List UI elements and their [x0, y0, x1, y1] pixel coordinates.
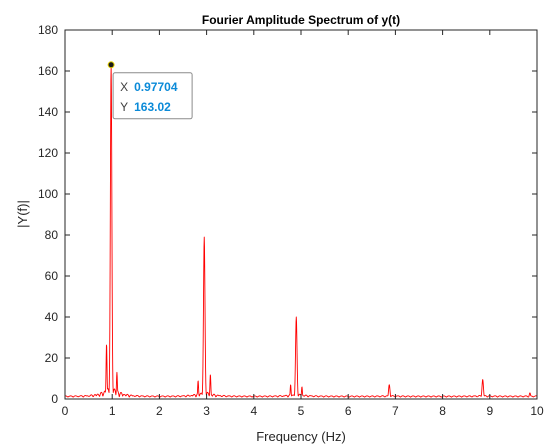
chart-title: Fourier Amplitude Spectrum of y(t): [202, 13, 400, 27]
y-tick-label: 120: [38, 146, 58, 160]
x-tick-label: 6: [345, 404, 352, 418]
x-tick-label: 2: [156, 404, 163, 418]
datatip-marker[interactable]: [107, 61, 115, 69]
y-tick-label: 80: [45, 228, 59, 242]
x-tick-label: 4: [250, 404, 257, 418]
x-tick-label: 7: [392, 404, 399, 418]
y-tick-label: 140: [38, 105, 58, 119]
y-tick-label: 40: [45, 310, 59, 324]
y-tick-label: 0: [51, 392, 58, 406]
y-tick-label: 60: [45, 269, 59, 283]
datatip-x-key: X: [120, 80, 128, 94]
x-tick-label: 0: [62, 404, 69, 418]
datatip-y-key: Y: [120, 100, 128, 114]
datatip-box: [112, 72, 193, 120]
y-tick-label: 100: [38, 187, 58, 201]
datatip[interactable]: X 0.97704 Y 163.02: [107, 61, 193, 120]
y-tick-label: 160: [38, 64, 58, 78]
x-tick-label: 10: [530, 404, 544, 418]
x-tick-label: 8: [439, 404, 446, 418]
datatip-x-value: 0.97704: [134, 80, 178, 94]
x-axis-label: Frequency (Hz): [256, 429, 346, 444]
x-tick-label: 3: [203, 404, 210, 418]
y-axis-label: |Y(f)|: [15, 200, 30, 228]
x-tick-label: 1: [109, 404, 116, 418]
y-tick-label: 180: [38, 23, 58, 37]
x-tick-label: 5: [298, 404, 305, 418]
x-tick-label: 9: [486, 404, 493, 418]
y-tick-label: 20: [45, 351, 59, 365]
datatip-y-value: 163.02: [134, 100, 171, 114]
